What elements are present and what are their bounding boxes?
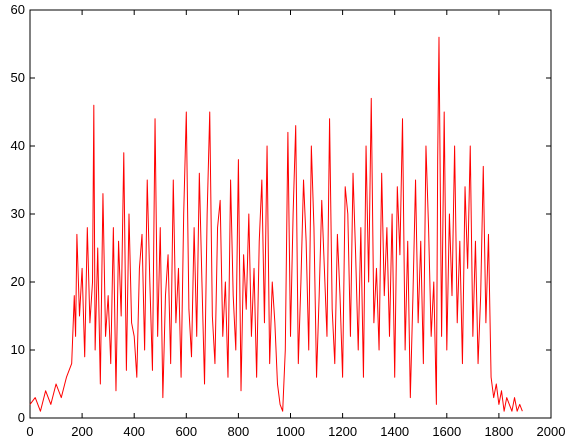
y-tick-label: 50 (11, 70, 25, 85)
x-tick-label: 400 (123, 424, 145, 439)
y-tick-label: 60 (11, 2, 25, 17)
x-tick-label: 200 (71, 424, 93, 439)
x-tick-label: 600 (175, 424, 197, 439)
x-tick-label: 2000 (537, 424, 566, 439)
series-line-0 (29, 36, 523, 412)
y-tick-label: 30 (11, 206, 25, 221)
x-tick-label: 800 (228, 424, 250, 439)
tick-label-layer: 0 200 400 600 800 1000 1200 1400 1600 1800 2000 0 10… (11, 2, 566, 439)
x-tick-label: 1200 (328, 424, 357, 439)
series-layer (29, 36, 523, 412)
x-tick-label: 1600 (432, 424, 461, 439)
tick-layer (29, 9, 552, 419)
y-tick-label: 20 (11, 274, 25, 289)
y-tick-label: 40 (11, 138, 25, 153)
y-tick-label: 10 (11, 342, 25, 357)
x-tick-label: 0 (26, 424, 33, 439)
x-tick-label: 1400 (380, 424, 409, 439)
x-tick-label: 1000 (276, 424, 305, 439)
plot-area-border (29, 9, 552, 419)
x-tick-label: 1800 (484, 424, 513, 439)
y-tick-label: 0 (18, 410, 25, 425)
